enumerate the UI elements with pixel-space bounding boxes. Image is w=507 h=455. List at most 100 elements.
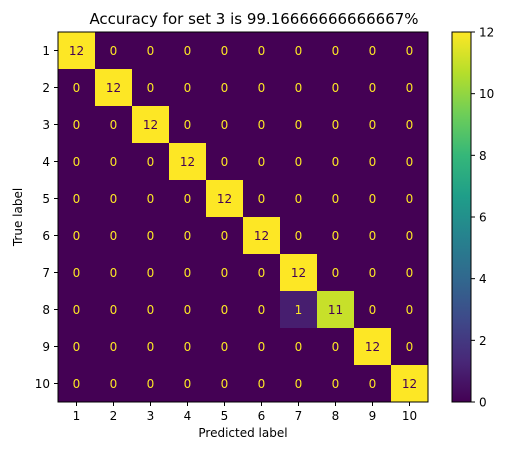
cell-value-label: 0	[406, 303, 414, 317]
cell-value-label: 0	[184, 44, 192, 58]
matrix-cell	[280, 69, 318, 107]
matrix-cell	[280, 365, 318, 403]
cell-value-label: 0	[406, 155, 414, 169]
matrix-cell	[132, 291, 170, 329]
x-tick-label: 7	[295, 409, 303, 423]
matrix-cell	[317, 69, 355, 107]
y-axis-ticks: 1 2 3 4 5 6 7 8 9 10	[35, 44, 58, 391]
cell-value-label: 0	[332, 118, 340, 132]
cell-value-label: 0	[258, 155, 266, 169]
cell-value-label: 0	[110, 192, 118, 206]
cell-value-label: 0	[221, 118, 229, 132]
cell-value-label: 0	[147, 155, 155, 169]
x-tick-label: 8	[332, 409, 340, 423]
matrix-cell	[391, 32, 429, 70]
cell-value-label: 0	[184, 266, 192, 280]
matrix-cell	[169, 291, 207, 329]
cell-value-label: 0	[110, 377, 118, 391]
matrix-cell	[280, 254, 318, 292]
matrix-cell	[58, 328, 96, 366]
cell-value-label: 0	[295, 340, 303, 354]
matrix-cell	[58, 143, 96, 181]
cell-value-label: 1	[295, 303, 303, 317]
cell-value-label: 0	[406, 340, 414, 354]
matrix-cell	[354, 217, 392, 255]
matrix-cell	[132, 254, 170, 292]
cell-value-label: 0	[184, 340, 192, 354]
cell-value-label: 0	[258, 266, 266, 280]
matrix-cell	[243, 32, 281, 70]
cell-value-label: 0	[406, 44, 414, 58]
matrix-cell	[317, 254, 355, 292]
matrix-cell	[132, 217, 170, 255]
cell-value-label: 0	[332, 340, 340, 354]
cell-value-label: 11	[328, 303, 343, 317]
matrix-cell	[391, 365, 429, 403]
cell-value-label: 0	[258, 192, 266, 206]
cell-value-label: 0	[110, 340, 118, 354]
x-tick-label: 10	[402, 409, 417, 423]
chart-title: Accuracy for set 3 is 99.16666666666667%	[89, 10, 418, 28]
matrix-cell	[243, 143, 281, 181]
matrix-cell	[58, 217, 96, 255]
x-tick-label: 5	[221, 409, 229, 423]
x-tick-label: 6	[258, 409, 266, 423]
matrix-cell	[354, 365, 392, 403]
matrix-cell	[58, 32, 96, 70]
matrix-cell	[169, 254, 207, 292]
matrix-cell	[169, 180, 207, 218]
cell-value-label: 0	[221, 44, 229, 58]
cell-value-label: 0	[406, 81, 414, 95]
cell-value-label: 0	[73, 266, 81, 280]
cell-value-label: 0	[295, 377, 303, 391]
matrix-cell	[95, 365, 133, 403]
matrix-cell	[58, 69, 96, 107]
matrix-cell	[317, 291, 355, 329]
cell-value-label: 0	[369, 155, 377, 169]
matrix-cell	[391, 254, 429, 292]
cell-value-label: 0	[406, 229, 414, 243]
cell-value-label: 12	[69, 44, 84, 58]
x-tick-label: 4	[184, 409, 192, 423]
cell-value-label: 0	[221, 155, 229, 169]
matrix-cell	[354, 180, 392, 218]
matrix-cell	[206, 180, 244, 218]
matrix-cell	[354, 32, 392, 70]
cell-value-label: 0	[221, 266, 229, 280]
cell-value-label: 0	[258, 118, 266, 132]
y-tick-label: 7	[42, 266, 50, 280]
matrix-cell	[169, 217, 207, 255]
cell-value-label: 0	[295, 118, 303, 132]
cell-value-label: 0	[147, 81, 155, 95]
cell-value-label: 0	[147, 377, 155, 391]
cell-value-label: 0	[110, 155, 118, 169]
cell-value-label: 0	[369, 303, 377, 317]
x-tick-label: 2	[110, 409, 118, 423]
matrix-cell	[95, 143, 133, 181]
matrix-cell	[354, 106, 392, 144]
matrix-cell	[354, 291, 392, 329]
matrix-cell	[169, 328, 207, 366]
y-tick-label: 1	[42, 44, 50, 58]
matrix-cell	[95, 69, 133, 107]
matrix-cell	[206, 254, 244, 292]
matrix-cell	[391, 143, 429, 181]
cell-value-label: 0	[110, 118, 118, 132]
cell-value-label: 0	[295, 44, 303, 58]
y-tick-label: 3	[42, 118, 50, 132]
matrix-cell	[391, 106, 429, 144]
x-tick-label: 3	[147, 409, 155, 423]
cell-value-label: 12	[106, 81, 121, 95]
matrix-cell	[95, 217, 133, 255]
matrix-cell	[169, 106, 207, 144]
cell-value-label: 0	[73, 118, 81, 132]
matrix-cell	[317, 217, 355, 255]
matrix-cell	[206, 217, 244, 255]
cell-value-label: 0	[406, 118, 414, 132]
cell-value-label: 0	[73, 192, 81, 206]
cell-value-label: 0	[221, 81, 229, 95]
cell-value-label: 0	[295, 229, 303, 243]
cell-value-label: 0	[147, 266, 155, 280]
cell-value-label: 0	[73, 340, 81, 354]
